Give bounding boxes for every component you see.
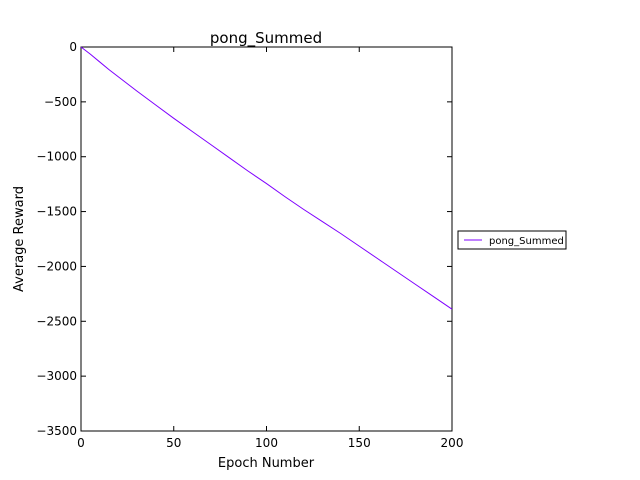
y-tick-label-2: −1000	[36, 150, 77, 164]
x-tick-label-4: 200	[441, 436, 464, 450]
y-tick-label-7: −3500	[36, 424, 77, 438]
y-tick-label-3: −1500	[36, 205, 77, 219]
y-axis-label: Average Reward	[12, 186, 27, 292]
series-line-0	[80, 46, 453, 310]
chart-title: pong_Summed	[210, 29, 322, 48]
x-tick-label-0: 0	[77, 436, 85, 450]
x-tick-label-2: 100	[255, 436, 278, 450]
legend: pong_Summed	[457, 230, 567, 250]
series-layer	[80, 46, 453, 310]
y-tick-label-1: −500	[44, 95, 77, 109]
y-tick-label-5: −2500	[36, 314, 77, 328]
x-tick-label-3: 150	[348, 436, 371, 450]
axis-ticks: 0 50 100 150 200 0 −500 −1000 −1500 −2000 −2500 −30…	[36, 40, 463, 450]
legend-label-pong-summed: pong_Summed	[489, 236, 564, 247]
y-tick-label-4: −2000	[36, 259, 77, 273]
y-tick-label-6: −3000	[36, 369, 77, 383]
legend-box	[457, 230, 567, 250]
x-axis-label: Epoch Number	[218, 456, 315, 471]
y-tick-label-0: 0	[69, 40, 77, 54]
x-tick-label-1: 50	[166, 436, 181, 450]
plot-area-frame	[80, 46, 453, 432]
